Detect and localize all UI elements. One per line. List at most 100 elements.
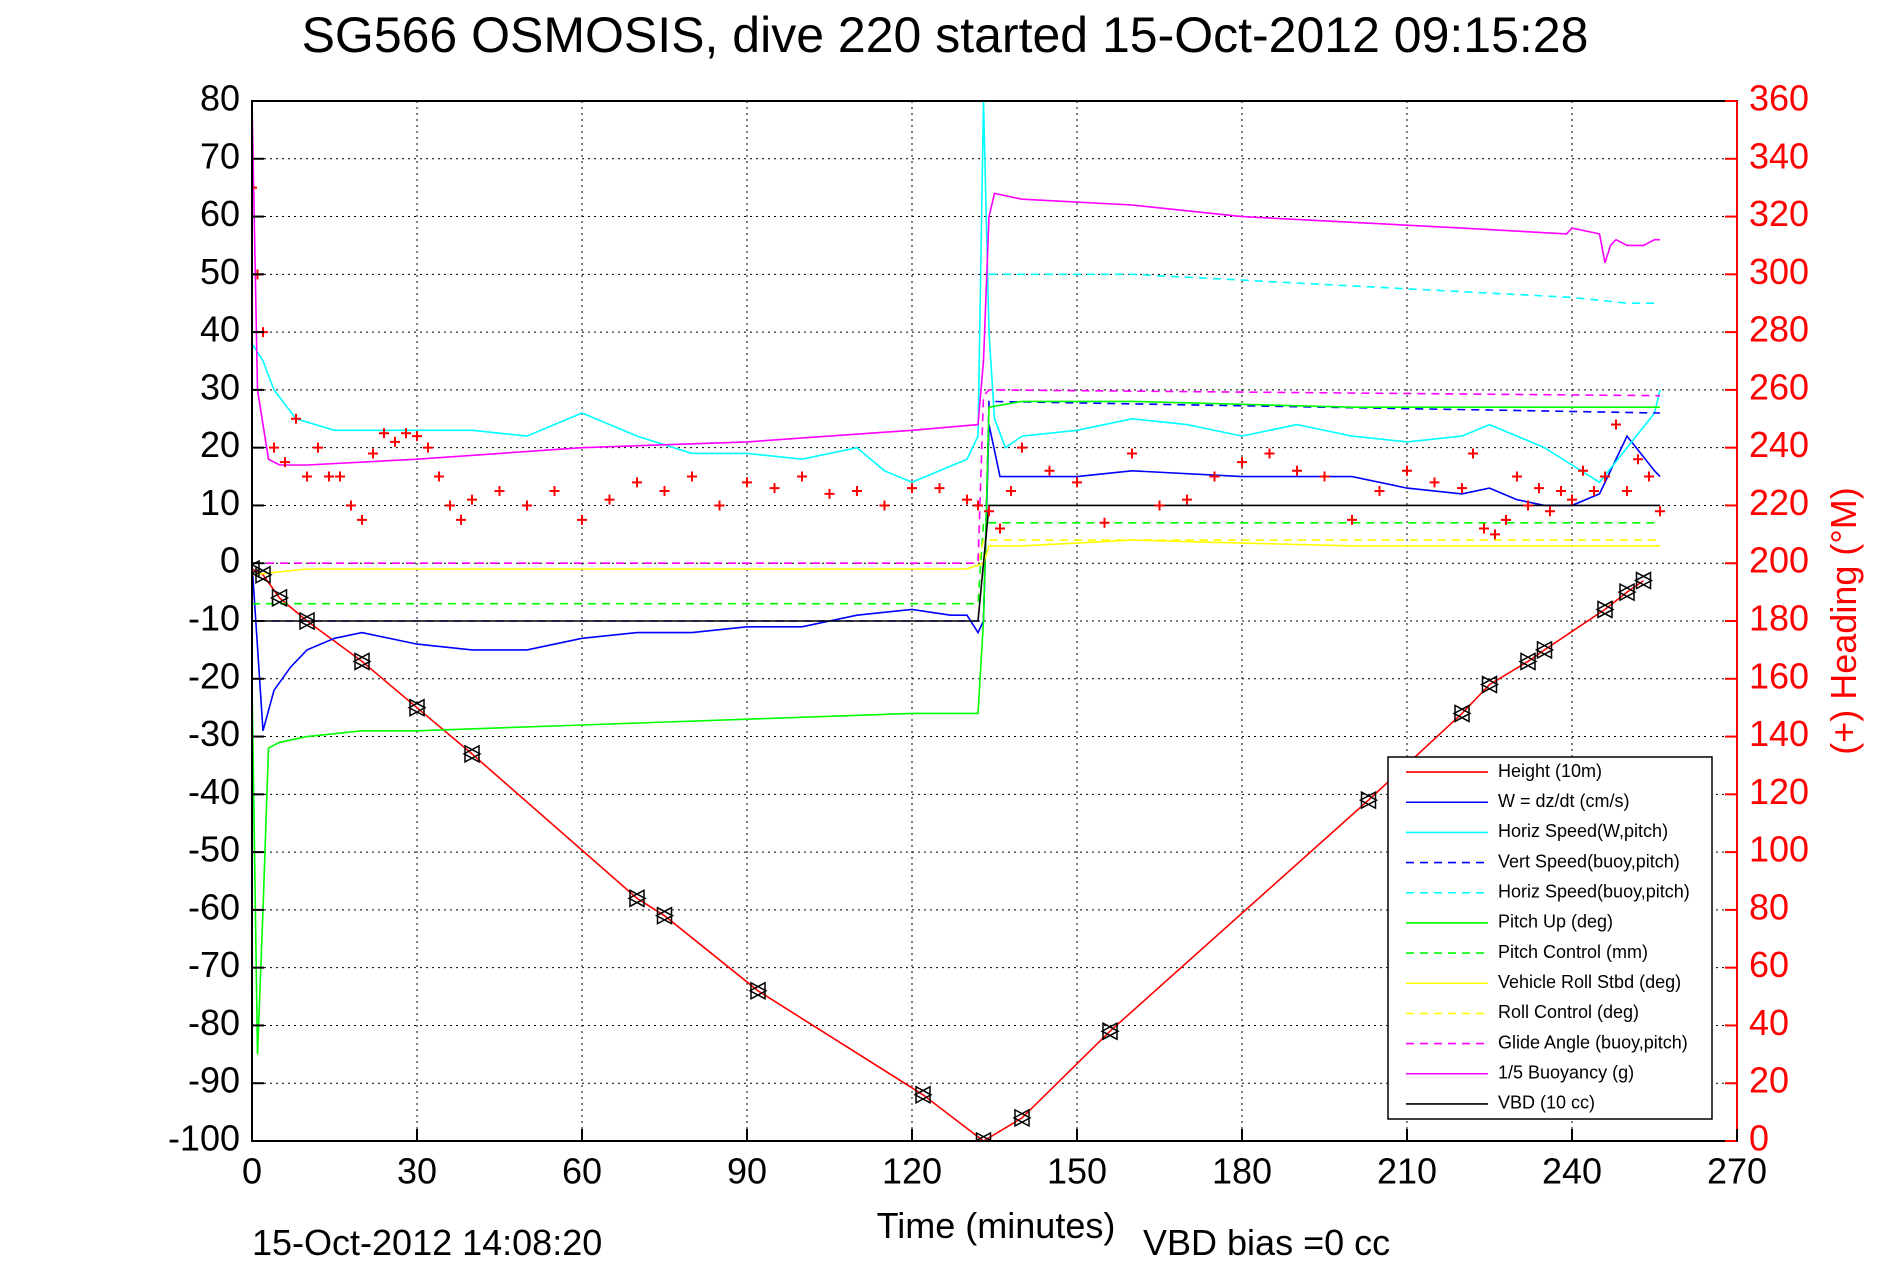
heading-point (1644, 471, 1654, 482)
legend-label: Height (10m) (1498, 761, 1602, 781)
heading-point (379, 428, 389, 439)
x-tick-label: 180 (1212, 1150, 1272, 1191)
heading-point (1429, 477, 1440, 488)
legend-label: Roll Control (deg) (1498, 1002, 1639, 1022)
chart-title: SG566 OSMOSIS, dive 220 started 15-Oct-2… (302, 7, 1589, 63)
y2-tick-label: 260 (1749, 366, 1809, 407)
y-tick-label: 80 (200, 78, 240, 119)
y2-tick-label: 100 (1749, 829, 1809, 870)
series-line-roll-control-deg (252, 539, 1660, 565)
heading-point (1490, 529, 1500, 540)
x-tick-label: 30 (397, 1150, 437, 1191)
heading-point (934, 483, 945, 494)
y2-tick-label: 320 (1749, 193, 1809, 234)
legend-label: Vert Speed(buoy,pitch) (1498, 851, 1680, 871)
heading-point (1072, 477, 1082, 488)
depth-marker (462, 744, 480, 764)
heading-point (797, 471, 807, 482)
heading-point (1622, 486, 1632, 496)
heading-point (714, 500, 725, 511)
heading-point (324, 471, 334, 482)
y2-tick-label: 60 (1749, 944, 1789, 985)
heading-point (1044, 465, 1055, 476)
heading-point (824, 488, 835, 499)
y2-tick-label: 20 (1749, 1060, 1789, 1101)
series-line-height-10m (252, 568, 1644, 1141)
y2-tick-label: 80 (1749, 886, 1789, 927)
heading-point (1347, 514, 1357, 525)
y2-tick-label: 220 (1749, 482, 1809, 523)
heading-point (1017, 442, 1027, 453)
heading-point (907, 483, 917, 494)
depth-marker (913, 1085, 931, 1105)
heading-point (769, 483, 780, 494)
legend-box (1387, 756, 1713, 1120)
y2-axis-label: (+) Heading (°M) (1823, 487, 1864, 754)
y2-tick-label: 360 (1749, 78, 1809, 119)
y2-tick-label: 200 (1749, 540, 1809, 581)
footer-timestamp: 15-Oct-2012 14:08:20 (252, 1222, 602, 1262)
legend-label: Glide Angle (buoy,pitch) (1498, 1032, 1688, 1052)
depth-marker (1595, 600, 1613, 619)
depth-marker (1617, 582, 1635, 602)
depth-marker (1452, 704, 1470, 723)
heading-point (368, 448, 378, 459)
heading-point (335, 471, 345, 482)
heading-point (346, 500, 356, 511)
y-tick-label: -50 (188, 829, 240, 870)
heading-point (1127, 448, 1137, 459)
heading-point (1182, 494, 1192, 505)
depth-marker (1633, 571, 1652, 590)
heading-point (973, 500, 983, 511)
depth-marker (1358, 790, 1377, 810)
heading-point (280, 457, 290, 468)
heading-point (252, 182, 257, 193)
x-tick-label: 270 (1707, 1150, 1767, 1191)
heading-point (302, 471, 312, 482)
x-tick-label: 150 (1047, 1150, 1107, 1191)
y-tick-label: 30 (200, 366, 240, 407)
legend-label: W = dz/dt (cm/s) (1498, 791, 1630, 811)
depth-marker (1012, 1108, 1030, 1128)
heading-point (659, 486, 670, 496)
heading-point (1578, 465, 1588, 476)
y-tick-label: 10 (200, 482, 240, 523)
y-axis-left: 80 70 60 50 40 30 20 10 0 -10 -20 -30 -40 -50 -60 -70 -8… (168, 78, 264, 1159)
heading-point (1209, 471, 1220, 482)
legend-label: Vehicle Roll Stbd (deg) (1498, 972, 1681, 992)
series-heading (252, 182, 1665, 540)
heading-point (962, 494, 972, 505)
heading-point (852, 486, 862, 496)
y-tick-label: -90 (188, 1060, 240, 1101)
heading-point (445, 500, 455, 511)
heading-point (291, 413, 301, 424)
heading-point (1479, 523, 1489, 534)
y-tick-label: 20 (200, 424, 240, 465)
y-tick-label: -70 (188, 944, 240, 985)
series-line-horiz-speed-buoy-pitch (989, 273, 1660, 305)
y-tick-label: 0 (220, 540, 240, 581)
heading-point (1402, 465, 1412, 476)
series-line-vehicle-roll-stbd-deg (252, 539, 1660, 576)
depth-marker (627, 889, 645, 908)
series-line-horiz-speed-w-pitch (252, 101, 1661, 484)
depth-marker (1635, 571, 1654, 590)
x-tick-label: 90 (727, 1150, 767, 1191)
heading-point (1556, 486, 1566, 496)
legend-label: 1/5 Buoyancy (g) (1498, 1063, 1634, 1083)
heading-point (604, 494, 615, 505)
series-line-1-5-buoyancy-g (252, 101, 1660, 466)
heading-point (1374, 486, 1385, 496)
series-line-vert-speed-buoy-pitch (257, 400, 1661, 622)
heading-point (1655, 506, 1665, 517)
heading-point (1523, 500, 1533, 511)
heading-point (423, 442, 433, 453)
heading-point (995, 523, 1005, 534)
y2-tick-label: 160 (1749, 655, 1809, 696)
heading-point (1319, 471, 1330, 482)
y-axis-right: 3603403203002802602402202001801601401201… (1725, 78, 1809, 1159)
legend-label: Pitch Up (deg) (1498, 912, 1613, 932)
series-line-pitch-up-deg (252, 400, 1660, 1055)
series-line-glide-angle-buoy-pitch (252, 389, 1661, 565)
